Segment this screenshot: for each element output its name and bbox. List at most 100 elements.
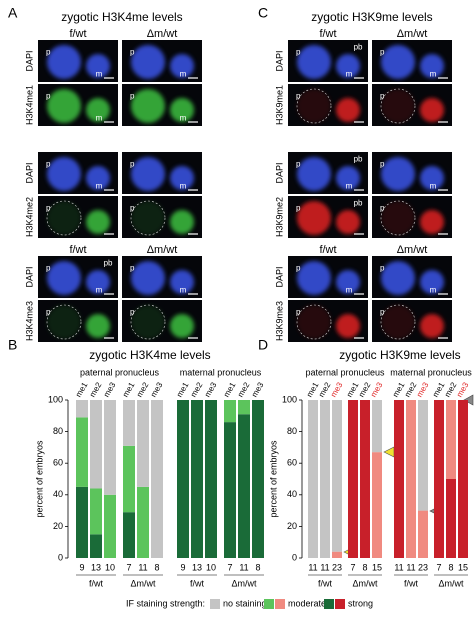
count-label: 15 [458, 562, 468, 572]
pronucleus [47, 305, 81, 339]
row-label: H3K4me1 [24, 85, 34, 125]
category-label: me3 [250, 380, 266, 398]
bar-segment [434, 400, 444, 558]
count-label: 11 [320, 562, 329, 572]
bar-segment [76, 417, 88, 487]
annotation: p [130, 204, 135, 213]
category-label: me3 [329, 380, 345, 398]
pronucleus [381, 45, 415, 79]
pronucleus [381, 305, 415, 339]
count-label: 23 [332, 562, 342, 572]
bar-segment [90, 400, 102, 489]
annotation: p [46, 48, 51, 57]
count-label: 7 [436, 562, 441, 572]
legend-label: no staining [223, 598, 267, 608]
count-label: 10 [105, 562, 115, 572]
outline [46, 304, 82, 340]
y-axis-label: percent of embryos [268, 440, 278, 518]
pronucleus [381, 201, 415, 235]
legend-swatch [264, 599, 274, 609]
pronucleus [170, 270, 194, 294]
annotation: p [130, 160, 135, 169]
count-label: 10 [206, 562, 216, 572]
row-label: H3K4me2 [24, 197, 34, 237]
column-header: f/wt [69, 244, 86, 256]
count-label: 8 [448, 562, 453, 572]
genotype-label: Δm/wt [352, 578, 378, 588]
pronucleus [336, 210, 360, 234]
annotation: p [130, 264, 135, 273]
category-label: me1 [121, 380, 137, 398]
pronucleus [420, 54, 444, 78]
pronucleus [131, 261, 165, 295]
count-label: 15 [372, 562, 382, 572]
annotation: p [296, 160, 301, 169]
annotation: p [296, 92, 301, 101]
pronucleus [86, 314, 110, 338]
bar-segment [252, 400, 264, 558]
row-label: H3K9me1 [274, 85, 284, 125]
pronucleus [131, 89, 165, 123]
bar-segment [104, 494, 116, 558]
pronucleus [131, 45, 165, 79]
pronucleus [420, 270, 444, 294]
legend-swatch [324, 599, 334, 609]
annotation: m [180, 70, 187, 79]
annotation: m [430, 70, 437, 79]
bar-segment [137, 486, 149, 558]
annotation: pb [354, 43, 363, 52]
annotation: m [96, 286, 103, 295]
outline [46, 200, 82, 236]
row-label: H3K9me3 [274, 301, 284, 341]
y-tick-label: 40 [287, 489, 297, 499]
annotation: m [96, 182, 103, 191]
pronucleus [47, 45, 81, 79]
genotype-label: f/wt [404, 578, 419, 588]
panel-label: A [8, 5, 18, 21]
pronucleus [47, 157, 81, 191]
pronucleus [131, 157, 165, 191]
group-label: maternal pronucleus [390, 367, 472, 377]
legend-label: moderate [288, 598, 326, 608]
category-label: me3 [149, 380, 165, 398]
bar-segment [177, 400, 189, 558]
pronucleus [47, 201, 81, 235]
outline [380, 304, 416, 340]
pronucleus [86, 270, 110, 294]
pronucleus [86, 54, 110, 78]
annotation: m [346, 286, 353, 295]
arrowhead [383, 446, 395, 458]
arrowhead [463, 394, 474, 406]
annotation: p [46, 92, 51, 101]
count-label: 23 [418, 562, 428, 572]
outline [130, 304, 166, 340]
count-label: 8 [362, 562, 367, 572]
pronucleus [170, 98, 194, 122]
annotation: m [346, 182, 353, 191]
annotation: p [296, 48, 301, 57]
genotype-label: Δm/wt [438, 578, 464, 588]
y-axis-label: percent of embryos [34, 440, 44, 518]
genotype-label: f/wt [190, 578, 205, 588]
pronucleus [86, 210, 110, 234]
pronucleus [86, 166, 110, 190]
bar-segment [372, 452, 382, 558]
pronucleus [336, 270, 360, 294]
bar-segment [76, 400, 88, 418]
bar-segment [446, 400, 456, 479]
y-tick-label: 60 [287, 458, 297, 468]
count-label: 9 [180, 562, 185, 572]
row-label: DAPI [274, 162, 284, 183]
pronucleus [381, 157, 415, 191]
bar-segment [418, 510, 428, 558]
pronucleus [336, 98, 360, 122]
annotation: p [380, 264, 385, 273]
y-tick-label: 100 [282, 394, 297, 404]
row-label: H3K9me2 [274, 197, 284, 237]
annotation: p [380, 48, 385, 57]
bar-segment [308, 400, 318, 558]
bar-segment [332, 551, 342, 558]
row-label: H3K4me3 [24, 301, 34, 341]
category-label: me3 [203, 380, 219, 398]
category-label: me3 [415, 380, 431, 398]
